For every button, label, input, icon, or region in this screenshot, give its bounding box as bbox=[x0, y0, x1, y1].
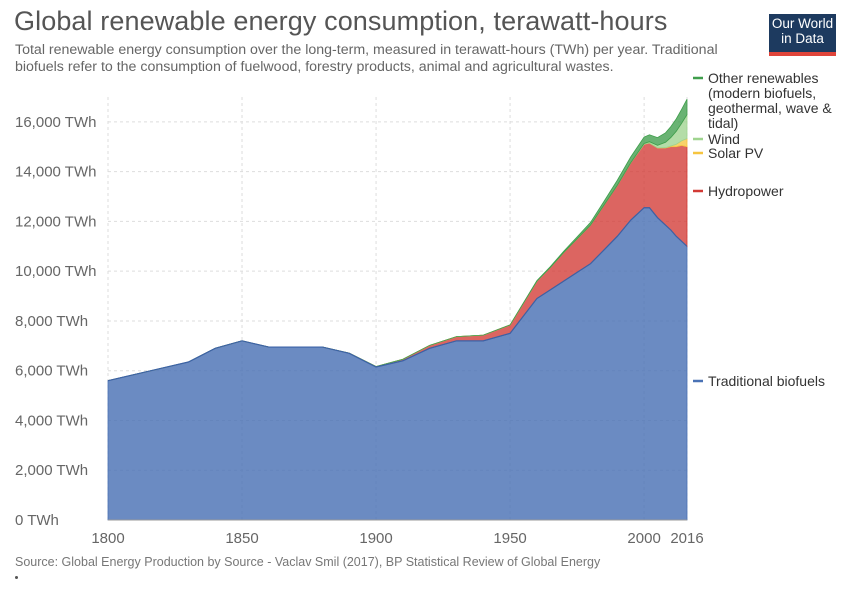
x-tick-label: 1850 bbox=[225, 530, 258, 547]
footer-dot bbox=[15, 576, 18, 579]
area-layer bbox=[107, 99, 688, 521]
logo-line-2: in Data bbox=[781, 31, 824, 46]
y-tick-label: 6,000 TWh bbox=[15, 363, 88, 380]
y-tick-label: 4,000 TWh bbox=[15, 412, 88, 429]
legend-label-series-0[interactable]: Traditional biofuels bbox=[708, 373, 825, 389]
x-tick-label: 2000 bbox=[627, 530, 660, 547]
x-tick-label: 2016 bbox=[670, 530, 703, 547]
axis-layer: 0 TWh 2,000 TWh 4,000 TWh 6,000 TWh 8,000 TW… bbox=[15, 114, 704, 547]
y-tick-label: 12,000 TWh bbox=[15, 213, 96, 230]
y-tick-label: 14,000 TWh bbox=[15, 164, 96, 181]
x-tick-label: 1800 bbox=[91, 530, 124, 547]
y-tick-label: 16,000 TWh bbox=[15, 114, 96, 131]
owid-logo[interactable]: Our World in Data bbox=[769, 14, 836, 56]
legend-label-series-4[interactable]: Other renewables (modern biofuels, geother… bbox=[708, 70, 832, 131]
legend-label-series-3[interactable]: Wind bbox=[708, 131, 740, 147]
x-tick-label: 1900 bbox=[359, 530, 392, 547]
source-note: Source: Global Energy Production by Sour… bbox=[15, 555, 601, 569]
y-tick-label: 10,000 TWh bbox=[15, 263, 96, 280]
logo-line-1: Our World bbox=[771, 16, 834, 31]
legend-label-series-2[interactable]: Solar PV bbox=[708, 145, 764, 161]
y-tick-label: 8,000 TWh bbox=[15, 313, 88, 330]
area-series-4[interactable] bbox=[107, 99, 688, 382]
y-tick-label: 0 TWh bbox=[15, 512, 59, 529]
y-tick-label: 2,000 TWh bbox=[15, 462, 88, 479]
chart-title: Global renewable energy consumption, ter… bbox=[14, 6, 668, 36]
biofuels-outline bbox=[107, 207, 688, 382]
logo-accent-bar bbox=[769, 52, 836, 56]
x-tick-label: 1950 bbox=[493, 530, 526, 547]
legend-layer: Other renewables (modern biofuels, geother… bbox=[693, 70, 832, 389]
chart-subtitle: Total renewable energy consumption over … bbox=[15, 42, 718, 75]
legend-label-series-1[interactable]: Hydropower bbox=[708, 183, 784, 199]
